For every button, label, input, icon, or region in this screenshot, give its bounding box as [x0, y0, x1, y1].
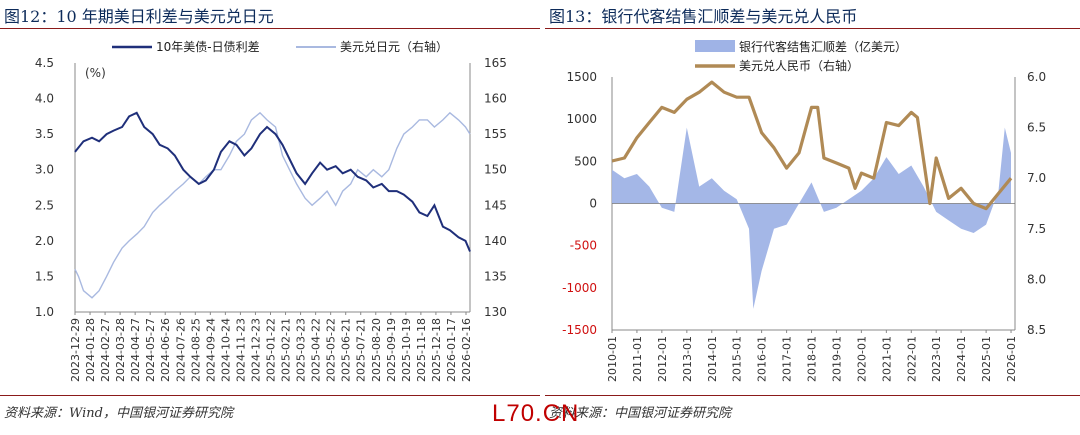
y2-tick-label: 165	[484, 56, 507, 70]
x-tick-label: 2012-01	[656, 336, 669, 382]
x-tick-label: 2025-10-19	[400, 318, 413, 382]
x-tick-label: 2024-06-26	[159, 318, 172, 382]
y-tick-label: 3.5	[35, 127, 54, 141]
y2-tick-label: 6.5	[1027, 121, 1046, 135]
x-tick-label: 2025-09-19	[385, 318, 398, 382]
series-spread-line	[74, 111, 471, 252]
x-tick-label: 2014-01	[706, 336, 719, 382]
y-tick-label: 1.5	[35, 269, 54, 283]
legend-label-spread: 10年美债-日债利差	[156, 40, 260, 54]
x-tick-label: 2017-01	[781, 336, 794, 382]
x-tick-label: 2021-01	[880, 336, 893, 382]
y-tick-label: 4.0	[35, 92, 54, 106]
y-axis-unit: (%)	[85, 66, 106, 80]
chart-title: 图13：银行代客结售汇顺差与美元兑人民币	[549, 7, 858, 26]
x-tick-label: 2024-12-23	[249, 318, 262, 382]
source-note: 资料来源：中国银河证券研究院	[549, 406, 732, 421]
x-tick-label: 2025-02-21	[280, 318, 293, 382]
x-tick-label: 2018-01	[806, 336, 819, 382]
y-tick-label: 2.0	[35, 234, 54, 248]
x-tick-label: 2024-03-28	[114, 318, 127, 382]
y-tick-label: 1500	[566, 70, 597, 84]
x-tick-label: 2025-05-22	[325, 318, 338, 382]
title-divider	[0, 28, 540, 29]
legend-label-surplus: 银行代客结售汇顺差（亿美元）	[739, 39, 907, 54]
x-tick-label: 2011-01	[631, 336, 644, 382]
x-tick-label: 2023-12-29	[69, 318, 82, 382]
x-tick-label: 2022-01	[905, 336, 918, 382]
watermark: L70.CN	[492, 400, 580, 427]
y-tick-label: 1000	[566, 112, 597, 126]
y2-tick-label: 7.0	[1027, 171, 1046, 185]
y2-tick-label: 8.5	[1027, 323, 1046, 337]
x-tick-label: 2025-06-21	[340, 318, 353, 382]
x-tick-label: 2016-01	[756, 336, 769, 382]
spread-usdjpy-chart: 4.5 4.0 3.5 3.0 2.5 2.0 1.5 1.0 165 160 155 150 145 1…	[35, 39, 507, 382]
legend-swatch-surplus	[695, 40, 735, 52]
series-surplus-area	[612, 127, 1011, 309]
x-tick-label: 2025-01-22	[264, 318, 277, 382]
y-tick-label: 3.0	[35, 163, 54, 177]
x-tick-label: 2025-07-21	[355, 318, 368, 382]
y2-tick-label: 8.0	[1027, 272, 1046, 286]
source-divider	[0, 395, 540, 396]
x-tick-label: 2025-01	[980, 336, 993, 382]
source-note: 资料来源：Wind，中国银河证券研究院	[4, 406, 233, 421]
y2-tick-label: 160	[484, 92, 507, 106]
x-tick-label: 2024-11-23	[234, 318, 247, 382]
x-tick-label: 2020-01	[855, 336, 868, 382]
source-divider	[545, 395, 1080, 396]
y-tick-label: 4.5	[35, 56, 54, 70]
x-tick-label: 2024-08-25	[189, 318, 202, 382]
x-tick-label: 2026-02-16	[460, 318, 473, 382]
y2-tick-label: 130	[484, 305, 507, 319]
x-tick-label: 2025-08-20	[370, 318, 383, 382]
x-tick-label: 2024-04-27	[129, 318, 142, 382]
x-tick-label: 2024-05-27	[144, 318, 157, 382]
y2-tick-label: 145	[484, 198, 507, 212]
y-tick-label: 500	[574, 154, 597, 168]
y-tick-label: -1500	[562, 323, 597, 337]
x-tick-label: 2026-01-17	[445, 318, 458, 382]
y-tick-label: 2.5	[35, 198, 54, 212]
x-tick-label: 2026-01	[1005, 336, 1018, 382]
right-panel: 图13：银行代客结售汇顺差与美元兑人民币 1500 1000 500 0 -500 -10…	[545, 0, 1080, 435]
x-tick-label: 2023-01	[930, 336, 943, 382]
x-tick-label: 2010-01	[606, 336, 619, 382]
legend-label-usdcny: 美元兑人民币（右轴）	[739, 58, 859, 73]
x-tick-label: 2024-10-24	[219, 318, 232, 382]
title-divider	[545, 28, 1080, 29]
y2-tick-label: 150	[484, 163, 507, 177]
y-tick-label: -500	[570, 239, 597, 253]
y2-tick-label: 140	[484, 234, 507, 248]
x-tick-label: 2025-03-23	[295, 318, 308, 382]
fx-surplus-usdcny-chart: 1500 1000 500 0 -500 -1000 -1500 6.0 6.5 7.0 7.5 8.…	[562, 39, 1046, 382]
x-tick-label: 2024-01-28	[84, 318, 97, 382]
y2-tick-label: 135	[484, 269, 507, 283]
y2-tick-label: 6.0	[1027, 70, 1046, 84]
x-tick-label: 2024-01	[955, 336, 968, 382]
x-tick-label: 2024-02-27	[99, 318, 112, 382]
y-tick-label: 0	[589, 197, 597, 211]
x-tick-label: 2025-11-18	[415, 318, 428, 382]
y2-tick-label: 7.5	[1027, 222, 1046, 236]
chart-title: 图12：10 年期美日利差与美元兑日元	[4, 7, 274, 26]
x-tick-label: 2013-01	[681, 336, 694, 382]
y-tick-label: 1.0	[35, 305, 54, 319]
x-tick-label: 2019-01	[830, 336, 843, 382]
series-usdjpy-line	[74, 111, 471, 299]
left-panel: 图12：10 年期美日利差与美元兑日元 4.5 4.0 3.5 3.0 2.5 2.0 1.…	[0, 7, 540, 421]
x-tick-label: 2015-01	[731, 336, 744, 382]
y2-tick-label: 155	[484, 127, 507, 141]
x-tick-label: 2025-12-18	[430, 318, 443, 382]
y-tick-label: -1000	[562, 281, 597, 295]
x-tick-label: 2024-09-24	[204, 318, 217, 382]
x-tick-label: 2025-04-22	[310, 318, 323, 382]
legend-label-usdjpy: 美元兑日元（右轴）	[340, 39, 448, 54]
series-usdcny-line	[611, 80, 1013, 211]
x-tick-label: 2024-07-26	[174, 318, 187, 382]
